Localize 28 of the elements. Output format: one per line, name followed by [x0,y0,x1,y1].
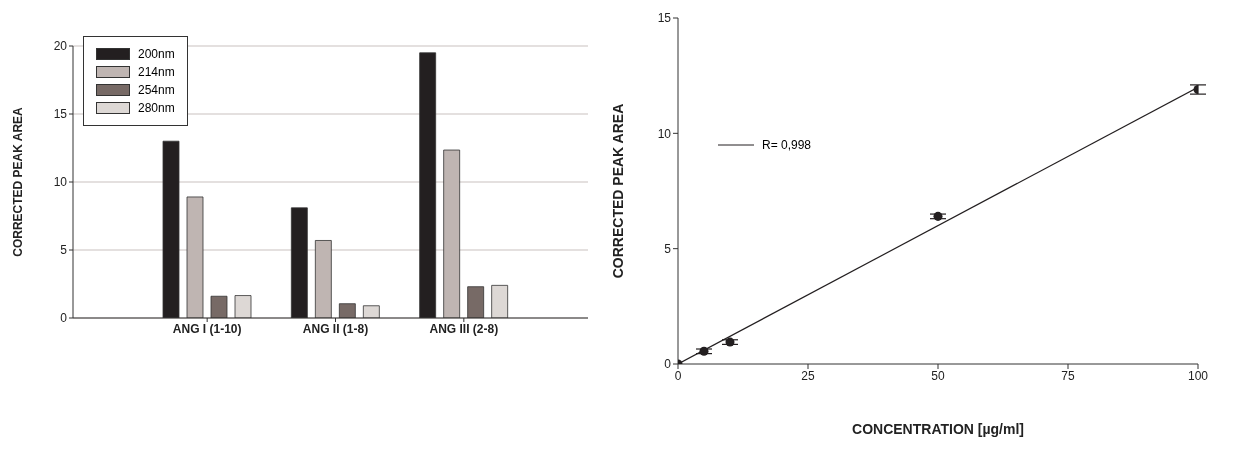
x-tick-label: 25 [801,368,815,383]
x-tick-label: 75 [1061,368,1075,383]
y-tick-label: 20 [53,39,68,54]
x-tick-label: ANG I (1-10) [172,321,242,336]
x-tick-label: ANG III (2-8) [429,321,499,336]
legend-label: 254nm [138,83,175,97]
point [933,211,943,221]
y-tick-label: 5 [60,243,68,258]
y-axis-title: CORRECTED PEAK AREA [609,103,626,279]
y-tick-label: 15 [53,107,68,122]
y-tick-label: 0 [60,311,68,326]
point [725,337,735,347]
x-tick-label: 50 [931,368,945,383]
x-tick-label: 100 [1187,368,1209,383]
legend-label: 280nm [138,101,175,115]
x-axis-title: CONCENTRATION [µg/ml] [852,421,1024,437]
point [699,346,709,356]
legend-label: R= 0,998 [762,138,812,152]
y-tick-label: 0 [664,357,672,372]
x-tick-label: ANG II (1-8) [302,321,369,336]
y-tick-label: 10 [53,175,68,190]
y-tick-label: 5 [664,241,672,256]
x-tick-label: 0 [674,368,682,383]
y-tick-label: 10 [657,126,672,141]
y-axis-title: CORRECTED PEAK AREA [11,106,26,257]
legend-label: 200nm [138,47,175,61]
y-tick-label: 15 [657,11,672,26]
legend-label: 214nm [138,65,175,79]
